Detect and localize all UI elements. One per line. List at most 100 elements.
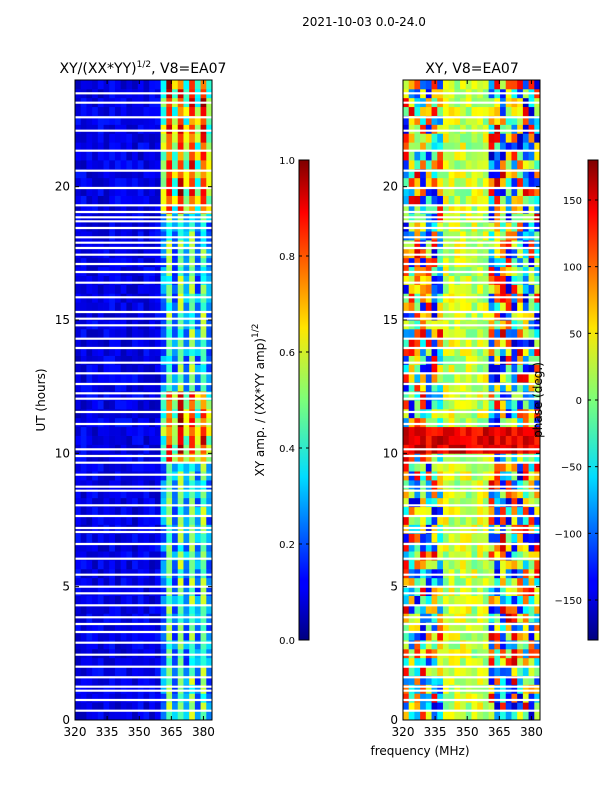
phase-cell xyxy=(488,133,495,143)
phase-cell xyxy=(500,382,507,392)
amplitude-cell xyxy=(189,204,196,214)
amplitude-cell xyxy=(126,382,133,392)
amplitude-cell xyxy=(132,311,139,321)
phase-cell xyxy=(414,426,421,436)
phase-cell xyxy=(482,462,490,472)
amplitude-cell xyxy=(97,328,104,339)
amplitude-cell xyxy=(172,488,179,499)
phase-cell xyxy=(522,284,529,294)
phase-cell xyxy=(425,346,432,356)
amplitude-cell xyxy=(149,408,156,419)
amplitude-cell xyxy=(189,80,196,90)
amplitude-cell xyxy=(177,106,184,116)
phase-cell xyxy=(420,648,427,659)
phase-cell xyxy=(448,80,455,90)
amplitude-cell xyxy=(109,328,116,339)
phase-cell xyxy=(420,106,427,116)
amplitude-cell xyxy=(183,311,190,321)
phase-cell xyxy=(408,542,415,552)
amplitude-cell xyxy=(206,551,213,561)
phase-cell xyxy=(500,506,507,516)
amplitude-cell xyxy=(154,533,162,543)
amplitude-cell xyxy=(154,257,162,268)
phase-cell xyxy=(482,693,490,703)
phase-cell xyxy=(528,408,535,419)
phase-cell xyxy=(448,675,455,685)
amplitude-cell xyxy=(194,168,201,179)
phase-cell xyxy=(420,426,427,436)
amplitude-cell xyxy=(206,657,213,668)
amplitude-cell xyxy=(109,151,116,161)
amplitude-cell xyxy=(166,515,173,525)
amplitude-cell xyxy=(109,684,116,694)
phase-cell xyxy=(505,488,512,499)
amplitude-cell xyxy=(75,657,82,668)
phase-cell xyxy=(511,586,518,596)
phase-cell xyxy=(488,168,495,179)
phase-cell xyxy=(528,684,535,694)
phase-cell xyxy=(488,195,495,205)
amplitude-cell xyxy=(92,684,99,694)
amplitude-cell xyxy=(160,195,167,205)
amplitude-cell xyxy=(92,80,99,90)
phase-cell xyxy=(511,302,518,312)
phase-cell xyxy=(431,542,438,552)
amplitude-cell xyxy=(177,622,184,632)
phase-cell xyxy=(408,346,415,356)
amplitude-cell xyxy=(132,506,139,516)
amplitude-cell xyxy=(86,168,93,179)
phase-cell xyxy=(522,666,529,676)
amplitude-cell xyxy=(189,542,196,552)
phase-cell xyxy=(460,346,467,356)
amplitude-cell xyxy=(166,231,173,241)
phase-cell xyxy=(528,400,535,410)
amplitude-cell xyxy=(177,373,184,383)
phase-cell xyxy=(431,488,438,499)
amplitude-cell xyxy=(194,364,201,374)
amplitude-cell xyxy=(149,302,156,312)
phase-cell xyxy=(528,568,535,579)
amplitude-cell xyxy=(86,417,93,428)
phase-cell xyxy=(442,204,450,214)
amplitude-cell xyxy=(137,533,144,543)
amplitude-cell xyxy=(109,106,116,116)
amplitude-cell xyxy=(86,275,93,285)
phase-cell xyxy=(442,248,450,259)
phase-cell xyxy=(437,426,444,436)
phase-cell xyxy=(431,497,438,508)
phase-cell xyxy=(408,657,415,668)
amplitude-cell xyxy=(189,186,196,196)
amplitude-cell xyxy=(172,257,179,268)
amplitude-cell xyxy=(177,408,184,419)
y-tick-label: 15 xyxy=(55,313,70,327)
phase-cell xyxy=(471,151,478,161)
amplitude-cell xyxy=(160,257,167,268)
phase-cell xyxy=(511,373,518,383)
amplitude-cell xyxy=(92,177,99,188)
phase-cell xyxy=(454,151,461,161)
phase-cell xyxy=(488,462,495,472)
phase-cell xyxy=(442,480,450,490)
phase-cell xyxy=(505,551,512,561)
amplitude-cell xyxy=(183,435,190,445)
phase-cell xyxy=(454,364,461,374)
amplitude-cell xyxy=(177,568,184,579)
amplitude-cell xyxy=(92,675,99,685)
phase-cell xyxy=(517,186,524,196)
phase-cell xyxy=(420,693,427,703)
amplitude-cell xyxy=(172,648,179,659)
phase-cell xyxy=(420,142,427,152)
phase-cell xyxy=(414,257,421,268)
phase-cell xyxy=(414,337,421,348)
amplitude-cell xyxy=(206,373,213,383)
phase-cell xyxy=(420,231,427,241)
phase-cell xyxy=(505,533,512,543)
phase-cell xyxy=(420,151,427,161)
amplitude-cell xyxy=(80,488,87,499)
phase-cell xyxy=(482,595,490,605)
amplitude-cell xyxy=(183,151,190,161)
phase-cell xyxy=(403,222,410,232)
amplitude-cell xyxy=(160,355,167,365)
phase-cell xyxy=(460,177,467,188)
amplitude-cell xyxy=(75,257,82,268)
